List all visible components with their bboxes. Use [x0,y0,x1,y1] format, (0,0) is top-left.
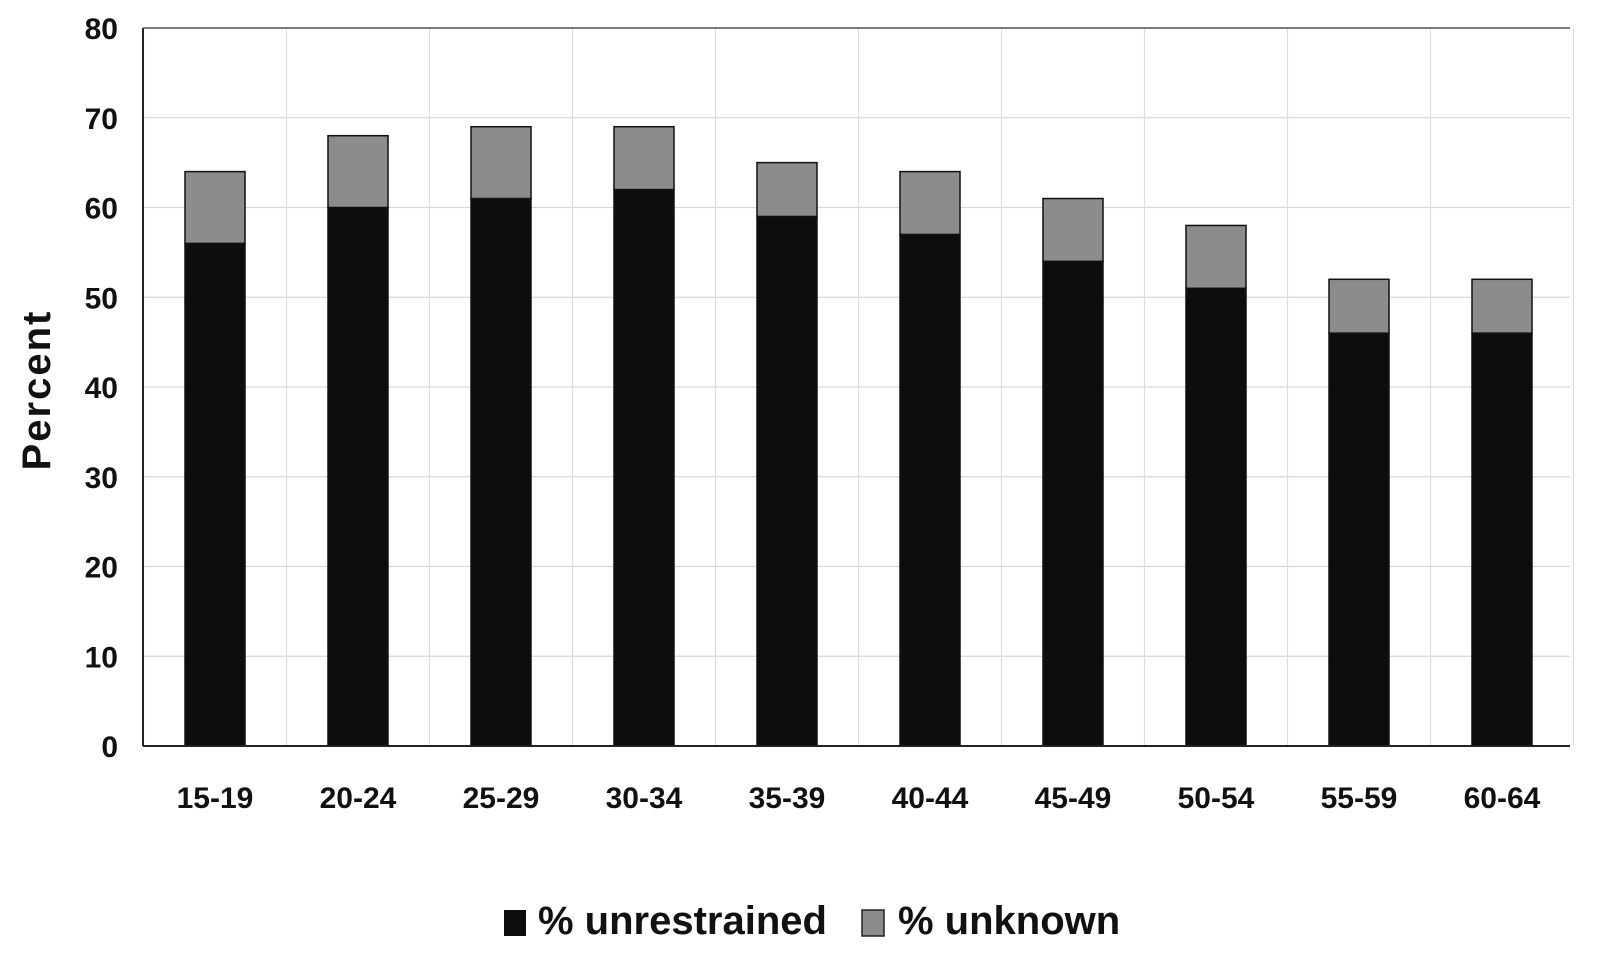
bar-segment-unknown [1328,278,1390,334]
legend-swatch-unknown [861,909,885,937]
bars [184,125,1533,747]
bar-segment-unrestrained [756,215,818,747]
y-tick-label: 20 [85,552,118,585]
x-tick-label: 35-39 [749,782,826,815]
bar-segment-unrestrained [1328,332,1390,747]
x-tick-label: 25-29 [463,782,540,815]
y-tick-label: 60 [85,193,118,226]
axes [142,27,1570,747]
legend-label-unrestrained: % unrestrained [538,899,827,943]
legend: % unrestrained % unknown [504,899,1120,943]
bar-segment-unrestrained [1185,287,1247,747]
bar-segment-unrestrained [1042,260,1104,747]
y-tick-label: 50 [85,282,118,315]
legend-swatch-unrestrained [504,910,526,936]
x-tick-label: 40-44 [892,782,969,815]
bar-segment-unknown [327,134,389,209]
bar-segment-unrestrained [184,242,246,747]
x-tick-label: 60-64 [1464,782,1541,815]
x-tick-label: 45-49 [1035,782,1112,815]
bar-segment-unknown [1185,224,1247,290]
bar-segment-unrestrained [470,197,532,747]
y-tick-label: 70 [85,103,118,136]
x-tick-label: 20-24 [320,782,397,815]
x-tick-label: 55-59 [1321,782,1398,815]
bar-segment-unknown [756,161,818,218]
bar-segment-unrestrained [899,233,961,747]
bar-segment-unknown [184,170,246,245]
y-tick-label: 0 [101,731,118,764]
bar-segment-unrestrained [327,206,389,747]
y-tick-label: 80 [85,13,118,46]
legend-label-unknown: % unknown [898,899,1120,943]
x-tick-labels: 15-19 20-24 25-29 30-34 35-39 40-44 45-49 50-54… [177,782,1541,815]
x-tick-label: 50-54 [1178,782,1255,815]
x-tick-label: 15-19 [177,782,254,815]
bar-segment-unknown [899,170,961,236]
bar-segment-unrestrained [613,188,675,747]
bar-segment-unknown [1042,197,1104,263]
bar-segment-unknown [1471,278,1533,334]
bar-segment-unknown [613,125,675,191]
y-tick-label: 30 [85,462,118,495]
y-tick-label: 10 [85,641,118,674]
y-tick-label: 40 [85,372,118,405]
bar-segment-unknown [470,125,532,200]
x-tick-label: 30-34 [606,782,683,815]
y-axis-title: Percent [15,310,59,471]
y-tick-labels: 0 10 20 30 40 50 60 70 80 [85,13,118,764]
bar-segment-unrestrained [1471,332,1533,747]
